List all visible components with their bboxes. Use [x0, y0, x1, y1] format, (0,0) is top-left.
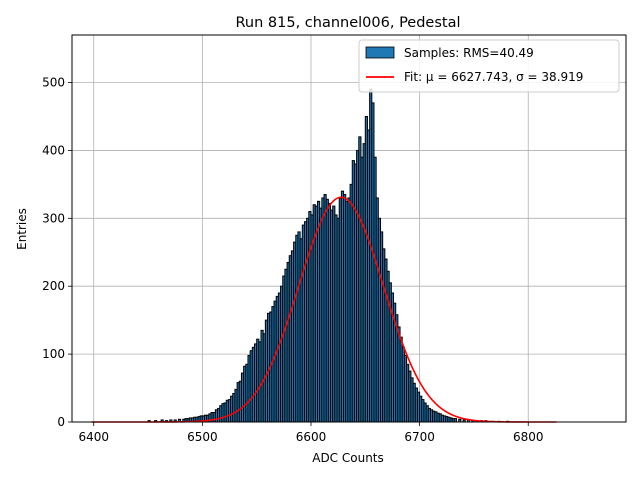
x-axis-ticks: 6400 6500 6600 6700 6800	[78, 422, 544, 444]
legend: Samples: RMS=40.49 Fit: μ = 6627.743, σ …	[358, 39, 620, 93]
x-tick-label: 6800	[513, 430, 544, 444]
y-tick-label: 0	[57, 415, 65, 429]
x-tick-label: 6600	[296, 430, 327, 444]
legend-label-samples: Samples: RMS=40.49	[404, 46, 534, 60]
y-tick-label: 300	[42, 211, 65, 225]
x-tick-label: 6400	[78, 430, 109, 444]
y-tick-label: 100	[42, 347, 65, 361]
chart-title: Run 815, channel006, Pedestal	[235, 15, 460, 31]
x-tick-label: 6500	[187, 430, 218, 444]
legend-swatch-samples	[365, 46, 395, 59]
legend-box	[358, 39, 620, 93]
y-axis-ticks: 0 100 200 300 400 500	[42, 76, 72, 429]
legend-label-fit: Fit: μ = 6627.743, σ = 38.919	[404, 70, 583, 84]
histogram-bar	[453, 418, 458, 423]
y-tick-label: 500	[42, 76, 65, 90]
axes-frame	[71, 34, 627, 423]
plot-area: 6400 6500 6600 6700 6800 0 100 200 300 400 500	[42, 34, 627, 444]
x-axis-label: ADC Counts	[312, 451, 384, 465]
y-tick-label: 200	[42, 279, 65, 293]
x-tick-label: 6700	[404, 430, 435, 444]
y-tick-label: 400	[42, 143, 65, 157]
y-axis-label: Entries	[15, 208, 29, 250]
